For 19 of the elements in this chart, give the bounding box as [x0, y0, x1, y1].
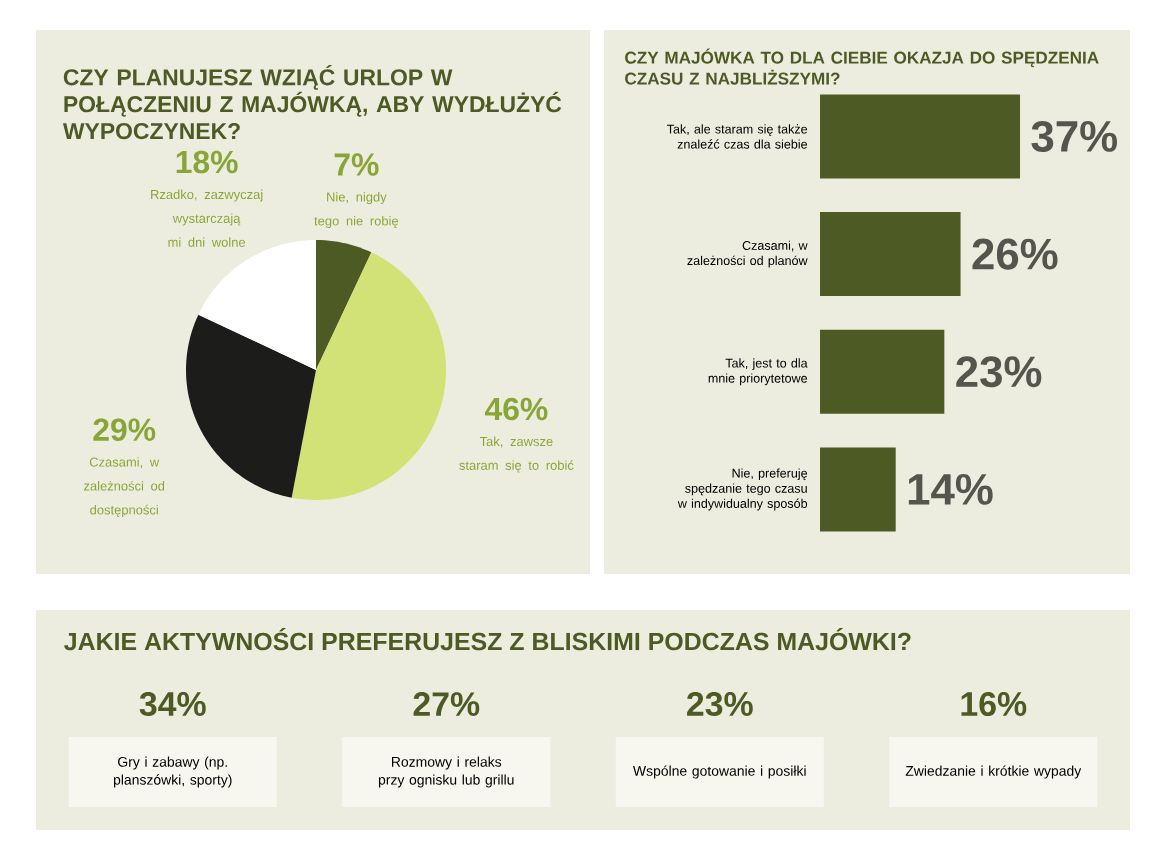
- data-label: 34%: [139, 691, 206, 717]
- data-label: 7%: [334, 153, 379, 176]
- bar: [820, 329, 945, 414]
- data-label: 23%: [687, 691, 753, 717]
- data-label: 46%: [484, 397, 548, 421]
- data-label: 27%: [413, 692, 480, 716]
- text: JAKIE AKTYWNOŚCI PREFERUJESZ Z BLISKIMI PODCZAS MAJÓWKI?: [64, 628, 911, 651]
- bar: [820, 447, 896, 532]
- data-label: 14%: [908, 473, 993, 505]
- data-label: 18%: [176, 150, 238, 174]
- bar: [820, 212, 961, 297]
- data-label: 37%: [1031, 120, 1117, 153]
- bar: [820, 94, 1021, 179]
- data-label: 26%: [972, 238, 1058, 270]
- data-label: 29%: [93, 418, 156, 441]
- data-label: 16%: [961, 692, 1027, 716]
- data-label: 23%: [956, 356, 1042, 388]
- chart-title: CZY MAJÓWKA TO DLA CIEBIE OKAZJA DO SPĘDZENIA CZASU Z NAJBLIŻSZYMI?: [625, 48, 1099, 85]
- chart-title: CZY PLANUJESZ WZIĄĆ URLOP W POŁĄCZENIU Z MAJÓWKĄ, ABY WYDŁUŻYĆ WYPOCZYNEK?: [62, 64, 562, 140]
